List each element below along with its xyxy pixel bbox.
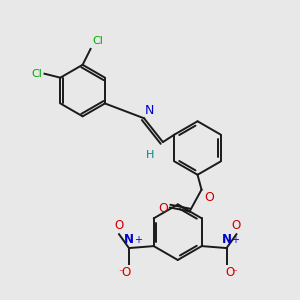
Text: N: N (221, 233, 232, 246)
Text: +: + (134, 235, 142, 245)
Text: N: N (124, 233, 134, 246)
Text: O: O (232, 219, 241, 232)
Text: ⁻: ⁻ (118, 268, 124, 278)
Text: H: H (146, 150, 154, 160)
Text: O: O (158, 202, 168, 215)
Text: +: + (232, 235, 239, 245)
Text: N: N (145, 104, 154, 117)
Text: O: O (114, 219, 124, 232)
Text: O: O (225, 266, 234, 279)
Text: O: O (205, 190, 214, 204)
Text: Cl: Cl (32, 69, 43, 79)
Text: Cl: Cl (92, 36, 104, 46)
Text: O: O (122, 266, 130, 279)
Text: ⁻: ⁻ (232, 268, 237, 278)
